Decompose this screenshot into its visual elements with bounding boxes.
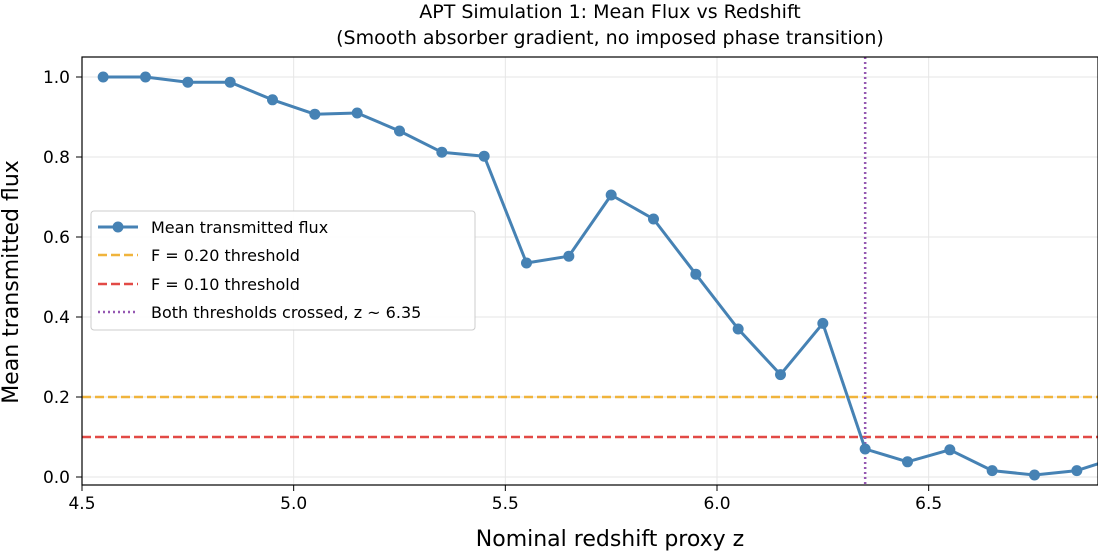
y-axis-label: Mean transmitted flux xyxy=(0,160,24,404)
data-point xyxy=(690,268,702,280)
data-point xyxy=(1029,469,1040,481)
data-point xyxy=(140,71,151,83)
x-tick-label: 6.0 xyxy=(703,494,730,514)
x-tick-label: 5.0 xyxy=(280,494,307,514)
data-point xyxy=(817,317,829,329)
data-point xyxy=(478,150,490,162)
data-point xyxy=(944,444,956,456)
legend-label-threshold-010: F = 0.10 threshold xyxy=(151,275,300,294)
y-tick-label: 0.6 xyxy=(43,228,70,248)
reference-lines xyxy=(82,57,1098,485)
chart-subtitle: (Smooth absorber gradient, no imposed ph… xyxy=(336,27,884,49)
y-tick-label: 0.4 xyxy=(43,308,70,328)
y-tick-label: 0.0 xyxy=(43,468,70,488)
x-axis-label: Nominal redshift proxy z xyxy=(476,527,744,552)
data-point xyxy=(309,108,321,120)
data-point xyxy=(902,456,913,468)
legend-marker-mean-flux xyxy=(112,221,124,233)
data-point xyxy=(351,107,363,119)
chart-title: APT Simulation 1: Mean Flux vs Redshift xyxy=(419,1,801,23)
data-point xyxy=(986,465,998,477)
legend-label-crossing: Both thresholds crossed, z ~ 6.35 xyxy=(151,303,421,322)
data-point xyxy=(521,257,532,269)
legend: Mean transmitted flux F = 0.20 threshold… xyxy=(90,210,476,331)
x-tick-label: 6.5 xyxy=(915,494,942,514)
data-point xyxy=(605,189,617,201)
data-series xyxy=(97,71,1098,481)
legend-item-crossing: Both thresholds crossed, z ~ 6.35 xyxy=(98,303,421,322)
y-tick-label: 0.2 xyxy=(43,388,70,408)
data-point xyxy=(648,213,659,225)
data-point xyxy=(859,443,871,455)
x-tick-label: 4.5 xyxy=(68,494,95,514)
axes-frame xyxy=(76,56,1098,491)
legend-label-mean-flux: Mean transmitted flux xyxy=(151,218,328,237)
legend-box xyxy=(90,210,476,331)
data-point xyxy=(267,94,278,106)
x-tick-label: 5.5 xyxy=(492,494,519,514)
plot-frame xyxy=(81,56,1098,486)
data-point xyxy=(97,71,109,83)
data-point xyxy=(775,369,786,381)
legend-label-threshold-020: F = 0.20 threshold xyxy=(151,246,300,265)
data-point xyxy=(436,146,448,158)
data-point xyxy=(224,76,236,88)
y-tick-label: 0.8 xyxy=(43,148,70,168)
data-point xyxy=(394,125,405,137)
legend-item-threshold-010: F = 0.10 threshold xyxy=(98,275,300,294)
data-point xyxy=(182,76,194,88)
y-tick-label: 1.0 xyxy=(43,68,70,88)
tick-labels: 4.5 5.0 5.5 6.0 6.5 0.0 0.2 0.4 0.6 0.8 1.0 xyxy=(43,68,942,514)
series-group xyxy=(97,71,1098,481)
data-point xyxy=(732,323,744,335)
legend-item-threshold-020: F = 0.20 threshold xyxy=(98,246,300,265)
data-point xyxy=(1071,465,1083,477)
legend-item-mean-flux: Mean transmitted flux xyxy=(98,218,328,237)
data-point xyxy=(563,250,575,262)
